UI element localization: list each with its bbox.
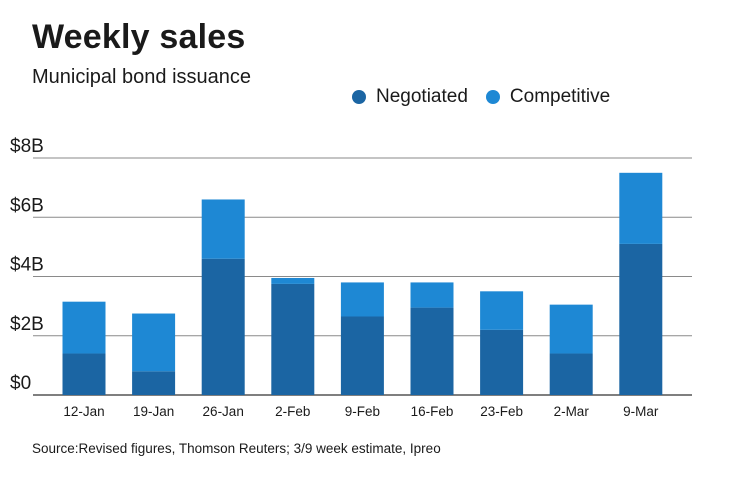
- y-tick-label-1: $2B: [10, 314, 44, 335]
- bar-negotiated-2-mar: [549, 353, 593, 395]
- bar-competitive-23-feb: [480, 291, 524, 330]
- legend-label-competitive: Competitive: [509, 86, 611, 107]
- bar-negotiated-19-jan: [132, 371, 176, 395]
- bar-negotiated-2-feb: [271, 283, 315, 395]
- bar-competitive-2-feb: [271, 277, 315, 284]
- y-tick-label-3: $6B: [10, 195, 44, 216]
- y-tick-label-0: $0: [10, 373, 31, 394]
- source-note: Source:Revised figures, Thomson Reuters;…: [32, 441, 441, 456]
- bar-negotiated-16-feb: [410, 307, 454, 395]
- x-tick-label-9-feb: 9-Feb: [345, 404, 380, 419]
- chart-subtitle: Municipal bond issuance: [32, 66, 252, 88]
- y-tick-label-4: $8B: [10, 136, 44, 157]
- bar-competitive-9-mar: [619, 172, 663, 244]
- bar-negotiated-9-feb: [340, 316, 384, 395]
- y-tick-label-2: $4B: [10, 255, 44, 276]
- legend: Negotiated Competitive: [352, 86, 628, 108]
- bar-competitive-26-jan: [201, 199, 245, 259]
- legend-swatch-negotiated: [352, 90, 366, 104]
- bar-negotiated-23-feb: [480, 329, 524, 395]
- legend-label-negotiated: Negotiated: [376, 86, 468, 107]
- x-tick-label-2-feb: 2-Feb: [275, 404, 310, 419]
- bar-competitive-2-mar: [549, 304, 593, 354]
- bar-negotiated-12-jan: [62, 353, 106, 395]
- bar-negotiated-9-mar: [619, 243, 663, 395]
- bar-competitive-19-jan: [132, 313, 176, 372]
- x-tick-label-26-jan: 26-Jan: [203, 404, 244, 419]
- bar-competitive-12-jan: [62, 301, 106, 354]
- x-tick-label-16-feb: 16-Feb: [411, 404, 454, 419]
- bar-competitive-16-feb: [410, 282, 454, 308]
- x-tick-label-23-feb: 23-Feb: [480, 404, 523, 419]
- bar-negotiated-26-jan: [201, 258, 245, 395]
- legend-item-competitive: Competitive: [485, 86, 611, 108]
- chart-title: Weekly sales: [32, 18, 246, 56]
- x-tick-label-19-jan: 19-Jan: [133, 404, 174, 419]
- legend-swatch-competitive: [485, 90, 500, 104]
- x-tick-label-2-mar: 2-Mar: [554, 404, 590, 419]
- x-tick-label-12-jan: 12-Jan: [63, 404, 104, 419]
- x-tick-label-9-mar: 9-Mar: [623, 404, 659, 419]
- legend-item-negotiated: Negotiated: [352, 86, 468, 108]
- bar-competitive-9-feb: [340, 282, 384, 317]
